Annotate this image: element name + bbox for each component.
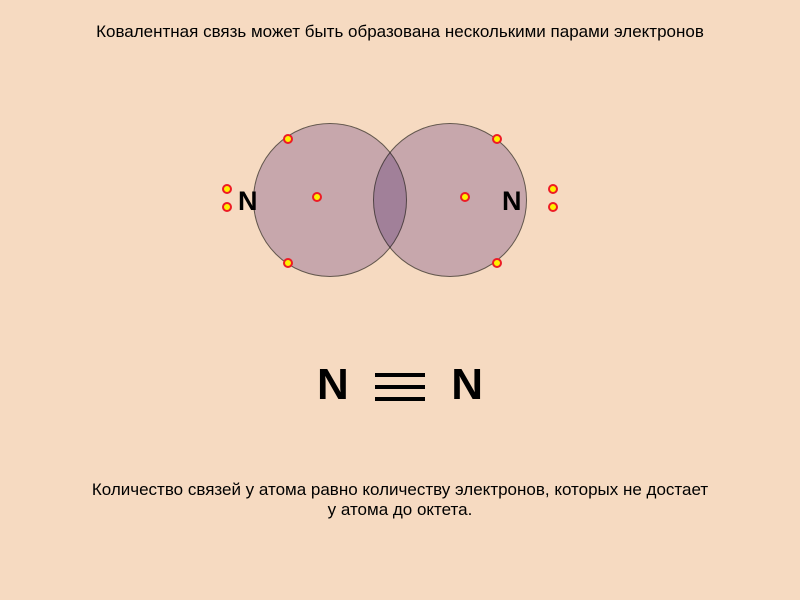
electron-dot [548, 184, 558, 194]
formula-left: N [317, 360, 349, 409]
right-atom-label: N [502, 186, 522, 217]
heading-top: Ковалентная связь может быть образована … [0, 22, 800, 42]
electron-dot [222, 184, 232, 194]
electron-dot [283, 134, 293, 144]
heading-bottom-text: Количество связей у атома равно количест… [92, 480, 708, 519]
formula-right: N [451, 360, 483, 409]
bond-formula: N N [0, 360, 800, 410]
electron-dot [312, 192, 322, 202]
venn-diagram: N N [0, 100, 800, 294]
electron-dot [222, 202, 232, 212]
heading-bottom: Количество связей у атома равно количест… [0, 480, 800, 520]
left-atom-label: N [238, 186, 258, 217]
heading-top-text: Ковалентная связь может быть образована … [96, 22, 704, 41]
triple-bond-icon [375, 373, 425, 401]
electron-dot [492, 258, 502, 268]
electron-dot [492, 134, 502, 144]
electron-dot [460, 192, 470, 202]
electron-dot [283, 258, 293, 268]
electron-dot [548, 202, 558, 212]
